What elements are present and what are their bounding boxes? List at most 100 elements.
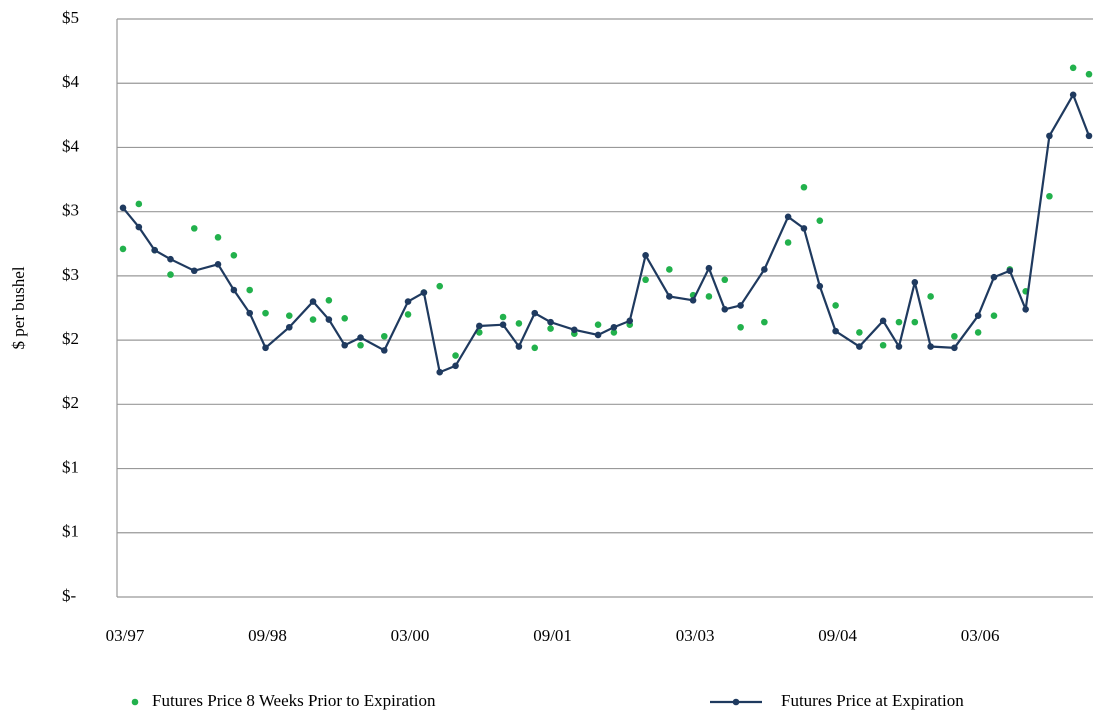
data-point [531, 344, 539, 352]
data-point [832, 327, 839, 335]
data-point [856, 343, 863, 350]
data-point [1046, 192, 1053, 200]
x-tick-label: 03/06 [961, 626, 1000, 645]
y-tick-label: $4 [62, 72, 80, 91]
data-point [784, 239, 792, 246]
y-tick-label: $3 [62, 201, 79, 220]
data-point [380, 332, 388, 340]
data-point [285, 312, 293, 320]
data-point [1069, 91, 1077, 99]
data-point [737, 302, 744, 309]
y-tick-label: $3 [62, 265, 79, 284]
data-point [1022, 305, 1029, 313]
data-point [357, 334, 364, 341]
x-tick-label: 03/03 [676, 626, 715, 645]
data-point [262, 309, 269, 317]
data-point [246, 309, 253, 317]
data-point [436, 368, 444, 376]
series-line [122, 92, 1091, 374]
data-point [927, 293, 934, 300]
data-point [341, 314, 349, 322]
data-point [642, 276, 649, 284]
data-point [436, 282, 444, 290]
data-point [341, 341, 349, 349]
legend-label: Futures Price 8 Weeks Prior to Expiratio… [152, 691, 436, 710]
y-tick-label: $5 [62, 8, 79, 27]
data-point [380, 347, 388, 354]
data-point [309, 298, 317, 305]
data-point [642, 252, 649, 259]
data-point [135, 223, 143, 231]
data-point [911, 318, 919, 326]
data-point [404, 311, 412, 318]
data-point [974, 329, 982, 336]
data-point [800, 225, 808, 232]
y-tick-label: $1 [62, 522, 79, 541]
data-point [214, 261, 222, 268]
data-point [951, 332, 958, 340]
legend-label: Futures Price at Expiration [781, 691, 964, 710]
data-point [119, 204, 127, 212]
data-point [895, 318, 903, 326]
data-point [610, 323, 618, 331]
data-point [911, 279, 919, 286]
data-point [499, 321, 507, 328]
data-point [594, 331, 602, 339]
y-tick-label: $4 [62, 136, 80, 155]
data-point [1006, 267, 1014, 275]
data-point [135, 200, 143, 208]
data-point [974, 312, 982, 320]
data-point [230, 286, 238, 294]
data-point [610, 329, 618, 336]
data-point [721, 305, 729, 313]
data-point [832, 302, 839, 309]
legend-marker [732, 698, 740, 706]
data-point [1046, 132, 1053, 140]
data-point [499, 313, 507, 321]
data-point [531, 309, 539, 317]
data-point [515, 343, 523, 350]
data-point [404, 298, 412, 305]
data-point [357, 341, 364, 349]
data-point [594, 321, 602, 328]
data-point [262, 344, 269, 352]
data-point [325, 316, 333, 323]
data-point [990, 273, 998, 281]
data-point [927, 343, 934, 350]
data-point [761, 266, 768, 273]
data-point [721, 276, 729, 284]
data-point [571, 326, 578, 334]
data-point [879, 317, 887, 325]
data-point [856, 329, 863, 336]
y-tick-label: $1 [62, 457, 79, 476]
data-point [285, 323, 293, 331]
data-point [816, 217, 824, 224]
x-tick-label: 03/97 [106, 626, 145, 645]
data-point [1085, 70, 1093, 78]
data-point [214, 234, 222, 241]
data-point [452, 362, 459, 370]
data-point [1085, 132, 1093, 140]
y-tick-label: $2 [62, 393, 79, 412]
data-point [689, 296, 697, 304]
data-point [230, 252, 238, 259]
x-tick-label: 09/01 [533, 626, 572, 645]
data-point [420, 289, 428, 296]
data-point [325, 296, 333, 304]
x-tick-label: 03/00 [391, 626, 430, 645]
y-tick-label: $- [62, 586, 77, 605]
data-point [666, 293, 673, 300]
data-point [1069, 64, 1077, 72]
data-point [167, 271, 174, 278]
data-point [666, 266, 673, 273]
data-point [452, 352, 459, 359]
data-point [190, 267, 198, 275]
data-point [515, 320, 523, 327]
y-tick-label: $2 [62, 329, 79, 348]
data-point [626, 317, 634, 325]
data-point [476, 322, 483, 330]
data-point [895, 343, 903, 350]
data-point [737, 323, 744, 331]
